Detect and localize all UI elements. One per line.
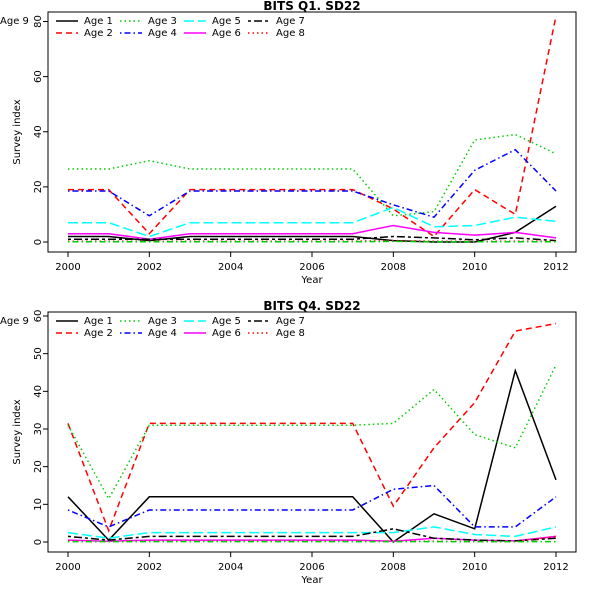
legend-label: Age 7 [276, 316, 305, 327]
y-tick-label: 40 [33, 125, 44, 138]
series-line-age-5 [67, 526, 557, 539]
x-tick-label: 2012 [543, 262, 568, 273]
plot-frame [47, 311, 577, 553]
legend-label: Age 5 [212, 16, 241, 27]
series-line-age-3 [67, 364, 557, 501]
plot-frame [47, 11, 577, 253]
x-tick-label: 2010 [462, 562, 487, 573]
legend-label: Age 2 [84, 328, 113, 339]
y-axis-label: Survey index [12, 99, 23, 164]
chart-title: BITS Q4. SD22 [263, 299, 360, 313]
y-tick-label: 0 [33, 539, 44, 545]
legend-label: Age 6 [212, 28, 241, 39]
series-line-age-1 [68, 205, 557, 243]
x-tick-label: 2012 [543, 562, 568, 573]
legend-label: Age 2 [84, 28, 113, 39]
legend-label: Age 4 [148, 28, 177, 39]
legend-label: Age 4 [148, 328, 177, 339]
y-tick-label: 60 [33, 310, 44, 323]
series-line-age-3 [68, 133, 557, 217]
legend-label: Age 3 [148, 316, 177, 327]
x-tick-label: 2008 [381, 262, 406, 273]
y-tick-label: 20 [33, 181, 44, 194]
x-axis-label: Year [300, 275, 323, 286]
y-tick-label: 40 [33, 385, 44, 398]
legend-label: Age 3 [148, 16, 177, 27]
series-line-age-2 [68, 15, 557, 238]
series-line-age-7 [68, 235, 557, 242]
legend-label: Age 7 [276, 16, 305, 27]
y-tick-label: 20 [33, 460, 44, 473]
x-tick-label: 2000 [55, 262, 80, 273]
y-tick-label: 30 [33, 423, 44, 436]
legend-label: Age 1 [84, 16, 113, 27]
x-tick-label: 2000 [55, 562, 80, 573]
x-tick-label: 2004 [218, 562, 243, 573]
series-line-age-2 [67, 322, 557, 533]
series-line-age-4 [67, 484, 557, 528]
legend-label: Age 9 [0, 316, 29, 327]
y-tick-label: 80 [33, 15, 44, 28]
y-tick-label: 0 [33, 239, 44, 245]
chart-title: BITS Q1. SD22 [263, 0, 360, 13]
x-axis-label: Year [300, 575, 323, 586]
legend-label: Age 8 [276, 328, 305, 339]
x-tick-label: 2002 [137, 562, 162, 573]
x-tick-label: 2010 [462, 262, 487, 273]
x-tick-label: 2002 [137, 262, 162, 273]
y-axis-label: Survey index [12, 399, 23, 464]
chart-1: BITS Q1. SD22 2000 2002 2004 2006 2008 2010 201… [0, 0, 577, 286]
series-line-age-7 [67, 528, 557, 542]
y-tick-label: 10 [33, 498, 44, 511]
x-tick-label: 2006 [299, 262, 324, 273]
y-tick-label: 50 [33, 347, 44, 360]
legend-label: Age 9 [0, 16, 29, 27]
x-tick-label: 2004 [218, 262, 243, 273]
legend-label: Age 8 [276, 28, 305, 39]
legend-label: Age 1 [84, 316, 113, 327]
series-line-age-5 [68, 206, 557, 238]
x-tick-label: 2008 [381, 562, 406, 573]
y-tick-label: 60 [33, 70, 44, 83]
legend-label: Age 6 [212, 328, 241, 339]
legend-label: Age 5 [212, 316, 241, 327]
x-tick-label: 2006 [299, 562, 324, 573]
series-line-age-1 [67, 368, 557, 543]
series-line-age-4 [68, 148, 557, 219]
